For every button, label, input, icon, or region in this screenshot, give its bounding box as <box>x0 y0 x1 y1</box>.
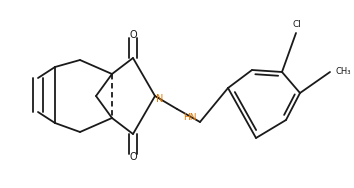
Text: Cl: Cl <box>292 20 302 29</box>
Text: O: O <box>129 30 137 40</box>
Text: O: O <box>129 152 137 162</box>
Text: N: N <box>156 94 164 104</box>
Text: HN: HN <box>183 112 197 121</box>
Text: CH₃: CH₃ <box>335 67 350 77</box>
